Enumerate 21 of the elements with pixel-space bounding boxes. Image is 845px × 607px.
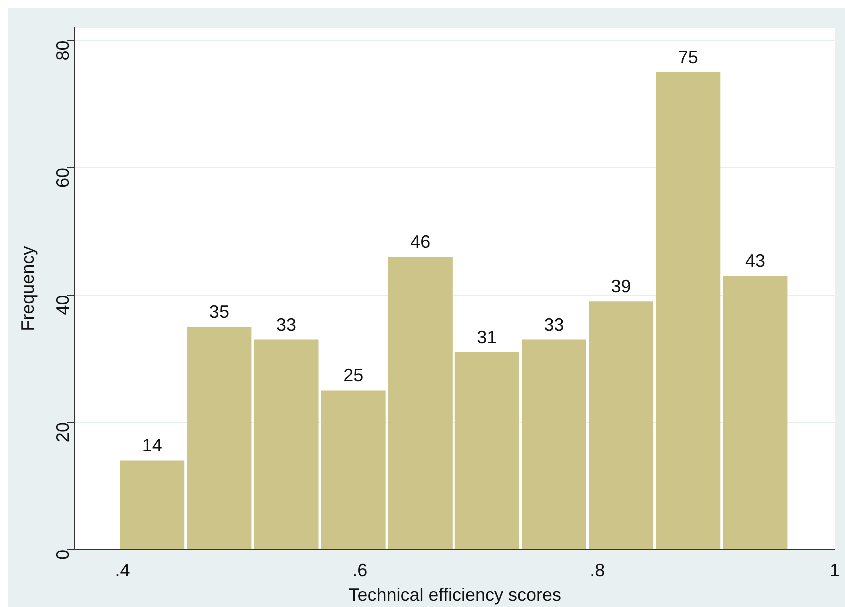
y-tick-label: 60 — [53, 168, 74, 188]
data-label: 35 — [209, 302, 230, 322]
y-tick-label: 80 — [53, 40, 74, 61]
x-tick-label: 1 — [830, 560, 840, 581]
data-label: 43 — [745, 251, 766, 272]
data-label: 75 — [678, 48, 698, 68]
y-tick-label: 20 — [53, 422, 74, 443]
data-label: 33 — [544, 314, 564, 335]
data-label: 14 — [142, 436, 162, 456]
y-tick-label: 40 — [53, 295, 74, 316]
y-axis-title: Frequency — [18, 246, 38, 332]
y-tick-label: 0 — [53, 550, 74, 560]
x-tick-label: .8 — [590, 560, 606, 581]
x-tick-label: .6 — [352, 560, 368, 581]
data-label: 31 — [477, 328, 498, 348]
data-label: 33 — [276, 314, 297, 335]
data-label: 39 — [611, 276, 632, 297]
data-label: 25 — [344, 366, 364, 386]
x-axis-title: Technical efficiency scores — [348, 585, 562, 606]
data-label: 46 — [410, 232, 431, 252]
x-tick-label: .4 — [115, 560, 130, 581]
